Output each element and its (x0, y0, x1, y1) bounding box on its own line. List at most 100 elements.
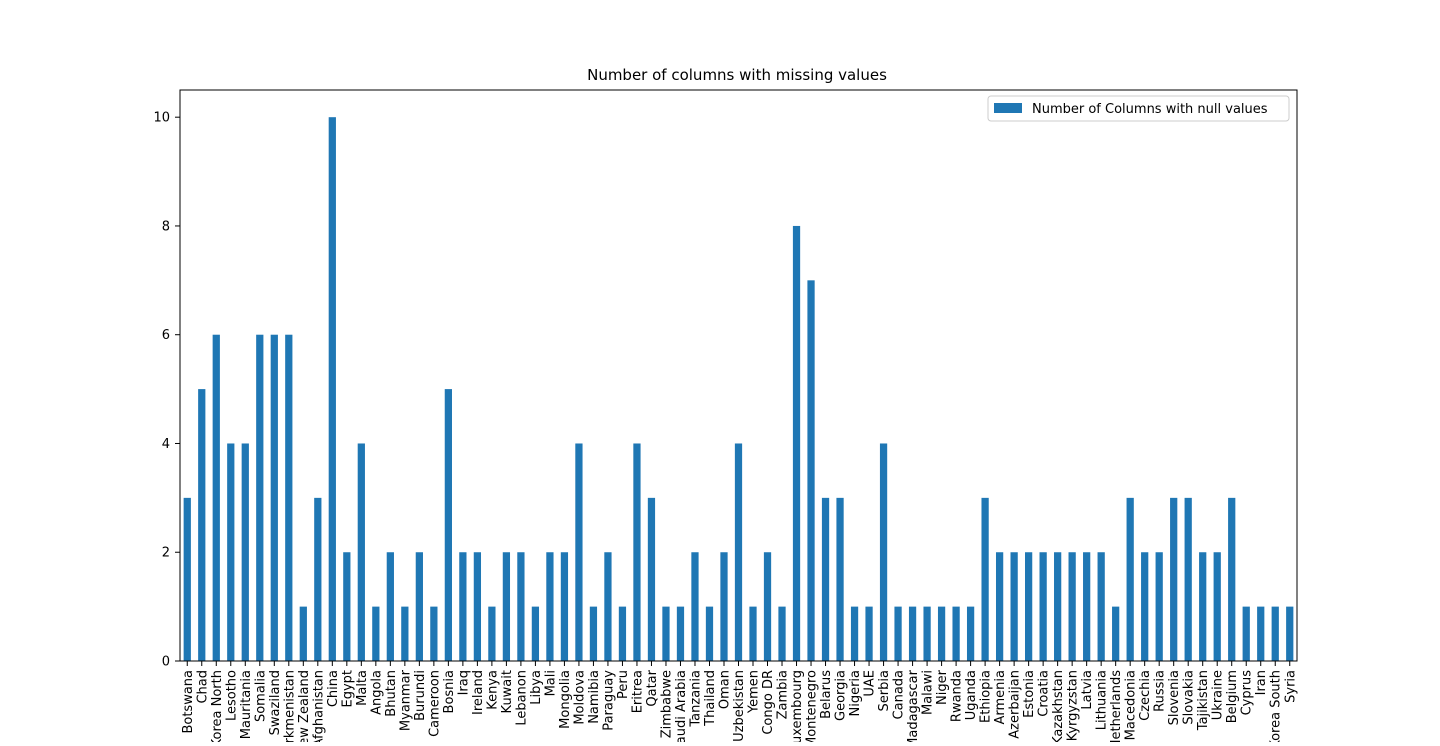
bar-armenia (995, 552, 1004, 661)
x-tick-label: Namibia (587, 670, 602, 724)
bar-somalia (256, 334, 264, 661)
x-tick-label: Niger (935, 669, 950, 705)
x-tick-label: China (326, 670, 341, 707)
x-tick-label: Korea South (1269, 670, 1284, 742)
bar-cyprus (1242, 606, 1250, 661)
x-tick-label: Croatia (1037, 670, 1052, 717)
x-tick-label: Lesotho (224, 670, 239, 721)
bar-zimbabwe (662, 606, 670, 661)
bar-niger (937, 606, 946, 661)
bar-canada (894, 606, 902, 661)
x-tick-label: Belgium (1225, 670, 1240, 723)
x-tick-label: Egypt (340, 670, 355, 708)
x-tick-label: Slovakia (1182, 670, 1197, 725)
y-tick-label: 2 (162, 546, 170, 561)
x-tick-label: Turkmenistan (282, 670, 297, 742)
x-tick-label: Kenya (485, 670, 500, 710)
bar-chad (198, 389, 206, 661)
x-tick-label: Zimbabwe (659, 670, 674, 738)
chart-title: Number of columns with missing values (587, 66, 887, 84)
x-tick-label: Mali (543, 670, 558, 696)
x-tick-label: Bosnia (442, 670, 457, 713)
x-tick-label: New Zealand (297, 670, 312, 742)
bar-libya (531, 606, 540, 661)
bar-belgium (1228, 497, 1236, 661)
bar-bosnia (444, 389, 452, 661)
x-tick-label: Cyprus (1240, 670, 1255, 716)
bar-lesotho (227, 443, 235, 661)
bar-estonia (1025, 552, 1033, 661)
x-tick-label: Oman (717, 670, 732, 709)
x-tick-label: Ireland (471, 670, 486, 715)
x-tick-label: Mauritania (239, 670, 254, 739)
x-tick-label: Botswana (181, 670, 196, 734)
x-tick-label: Angola (369, 670, 384, 715)
x-tick-label: Canada (892, 670, 907, 719)
x-tick-label: Kyrgyzstan (1066, 670, 1081, 741)
x-tick-label: Moldova (572, 670, 587, 725)
bar-botswana (183, 497, 191, 661)
bar-eritrea (633, 443, 641, 661)
x-tick-label: Congo DR (761, 670, 776, 735)
x-tick-label: Paraguay (601, 670, 616, 731)
x-tick-label: Burundi (413, 670, 428, 721)
x-tick-label: Armenia (993, 670, 1008, 725)
bar-uae (865, 606, 873, 661)
x-tick-label: Nigeria (848, 670, 863, 717)
bar-macedonia (1126, 497, 1134, 661)
bar-iran (1257, 606, 1265, 661)
y-tick-label: 8 (162, 219, 170, 234)
x-tick-label: Latvia (1080, 670, 1095, 710)
x-tick-label: Qatar (645, 669, 660, 706)
bar-uzbekistan (734, 443, 743, 661)
x-tick-label: Rwanda (950, 670, 965, 722)
bar-montenegro (807, 280, 815, 661)
y-tick-label: 6 (162, 328, 170, 343)
bar-kuwait (502, 552, 511, 661)
x-tick-label: Azerbaijan (1008, 670, 1023, 739)
x-tick-label: Uganda (964, 670, 979, 720)
bar-qatar (647, 497, 656, 661)
x-tick-label: Swaziland (268, 670, 283, 735)
bar-korea-south (1271, 606, 1279, 661)
legend: Number of Columns with null values (987, 95, 1290, 122)
x-tick-label: Malawi (921, 670, 936, 715)
bar-tajikistan (1199, 552, 1207, 661)
y-tick-label: 10 (153, 111, 170, 126)
x-tick-label: Estonia (1022, 670, 1037, 718)
x-tick-label: Thailand (703, 670, 718, 727)
bar-belarus (821, 497, 830, 661)
bar-lebanon (517, 552, 525, 661)
bar-angola (372, 606, 380, 661)
bar-swaziland (270, 334, 278, 661)
x-tick-label: Saudi Arabia (674, 670, 689, 742)
bar-kyrgyzstan (1068, 552, 1076, 661)
x-tick-label: Luxembourg (790, 670, 805, 742)
x-tick-label: Belarus (819, 670, 834, 719)
x-tick-label: Lebanon (514, 670, 529, 726)
bar-kenya (488, 606, 496, 661)
x-tick-label: Georgia (834, 670, 849, 721)
bar-croatia (1039, 552, 1047, 661)
x-tick-label: Syria (1283, 670, 1298, 703)
bar-myanmar (401, 606, 409, 661)
bar-burundi (415, 552, 423, 661)
x-tick-label: Somalia (253, 670, 268, 722)
bar-czechia (1141, 552, 1149, 661)
bar-slovenia (1170, 497, 1178, 661)
x-tick-label: Madagascar (906, 669, 921, 742)
bar-paraguay (604, 552, 612, 661)
x-tick-label: Serbia (877, 670, 892, 711)
bar-cameroon (430, 606, 438, 661)
bar-tanzania (691, 552, 699, 661)
bar-yemen (749, 606, 757, 661)
bar-rwanda (952, 606, 960, 661)
x-tick-label: Tanzania (688, 670, 703, 728)
bar-thailand (705, 606, 714, 661)
x-tick-label: Iran (1254, 670, 1269, 695)
x-tick-label: Chad (195, 670, 210, 704)
bar-korea-north (212, 334, 220, 661)
bars-layer (183, 117, 1294, 661)
x-tick-label: Yemen (747, 670, 762, 714)
bar-namibia (589, 606, 598, 661)
